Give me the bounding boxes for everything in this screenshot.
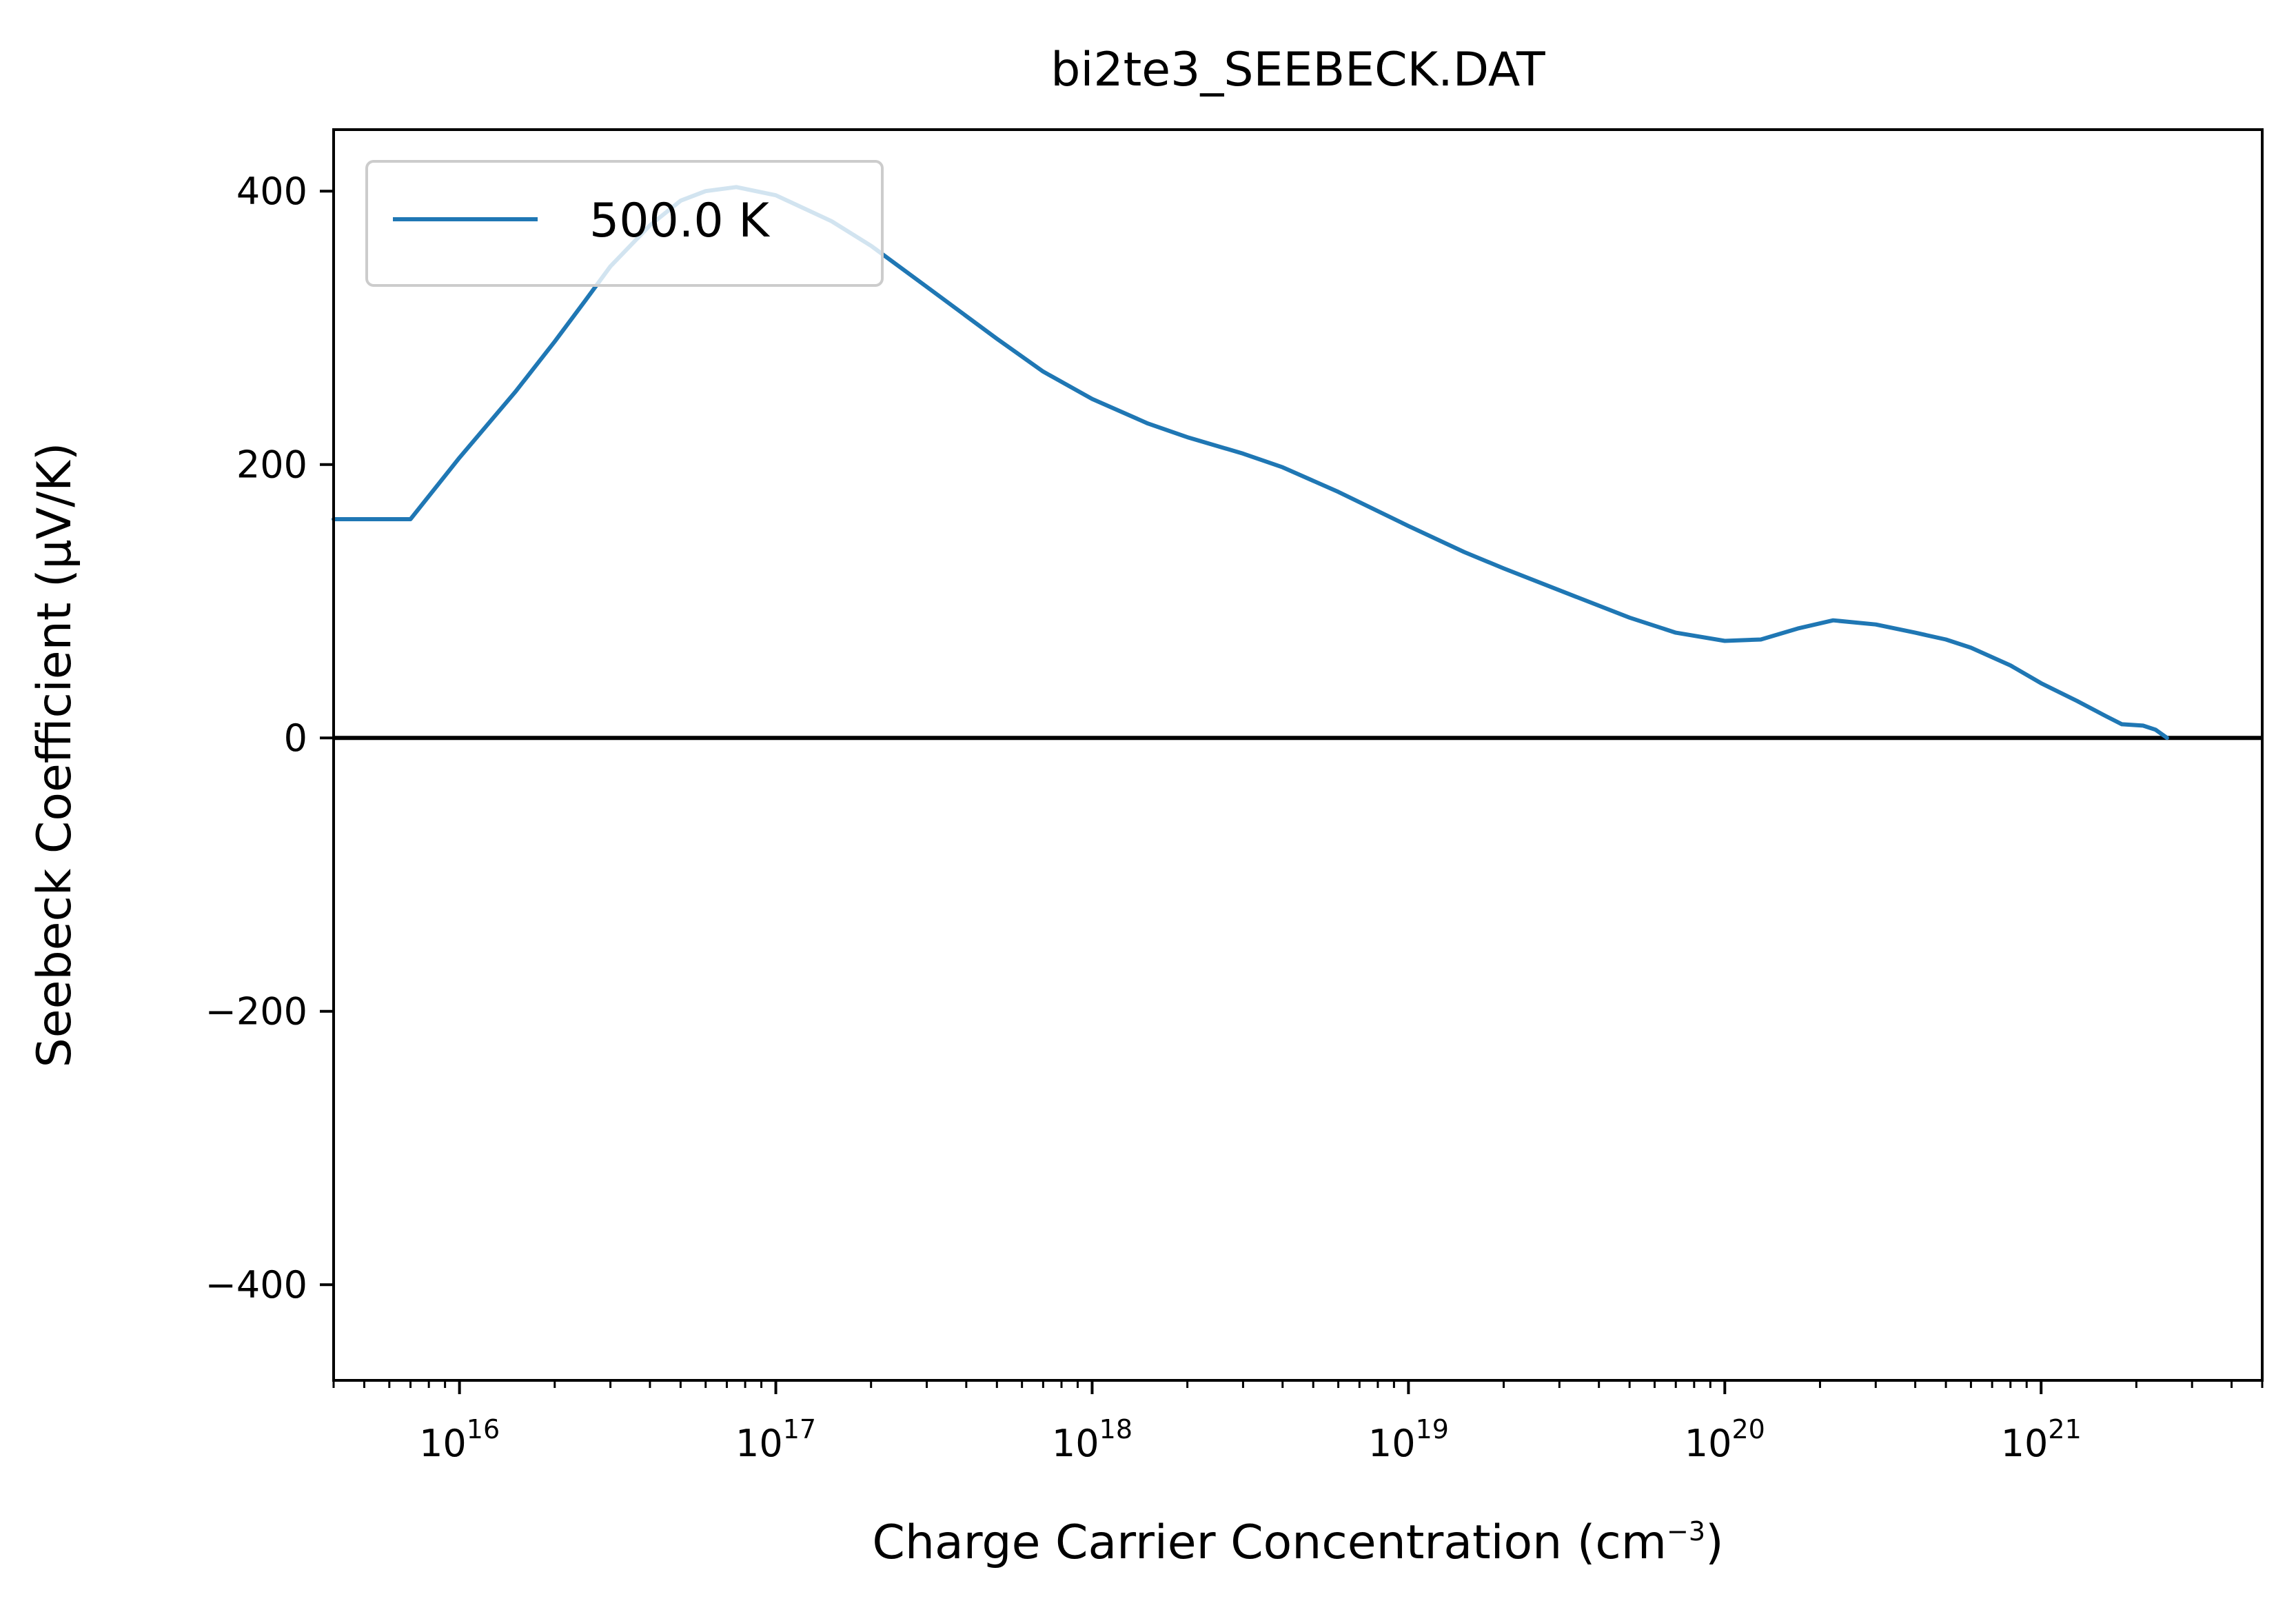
x-axis-title: Charge Carrier Concentration (cm−3) xyxy=(872,1516,1723,1570)
legend-label-500K: 500.0 K xyxy=(589,194,771,248)
x-tick-label: 1019 xyxy=(1368,1414,1449,1465)
y-tick-label: −400 xyxy=(205,1263,307,1307)
y-tick-label: 200 xyxy=(236,443,307,487)
y-tick-label: 0 xyxy=(284,716,307,760)
x-tick-label: 1016 xyxy=(419,1414,500,1465)
y-axis-title: Seebeck Coefficient (μV/K) xyxy=(28,443,82,1068)
x-axis-title-exponent: −3 xyxy=(1667,1516,1705,1547)
chart-title: bi2te3_SEEBECK.DAT xyxy=(1050,43,1545,97)
x-axis-title-suffix: ) xyxy=(1705,1516,1724,1570)
y-tick-label: −200 xyxy=(205,990,307,1034)
plot-frame xyxy=(332,128,2264,1382)
legend: 500.0 K xyxy=(365,160,884,287)
legend-box xyxy=(365,160,884,287)
x-tick-label: 1020 xyxy=(1685,1414,1765,1465)
y-tick-label: 400 xyxy=(236,170,307,213)
x-tick-label: 1018 xyxy=(1052,1414,1132,1465)
x-axis-title-text: Charge Carrier Concentration (cm xyxy=(872,1516,1667,1570)
axis-ticks: −400 −200 0 200 400 1016 1017 1018 1019 1020 1021 xyxy=(205,170,2264,1465)
x-tick-label: 1017 xyxy=(735,1414,816,1465)
x-tick-label: 1021 xyxy=(2001,1414,2082,1465)
